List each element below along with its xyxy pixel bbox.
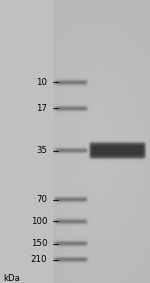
Text: 17: 17 [36,104,47,113]
Text: kDa: kDa [3,274,20,283]
Text: 150: 150 [31,239,47,248]
Text: 70: 70 [36,195,47,204]
Text: 10: 10 [36,78,47,87]
Text: 35: 35 [36,146,47,155]
Text: 100: 100 [31,217,47,226]
FancyBboxPatch shape [0,0,53,283]
Text: 210: 210 [31,255,47,264]
